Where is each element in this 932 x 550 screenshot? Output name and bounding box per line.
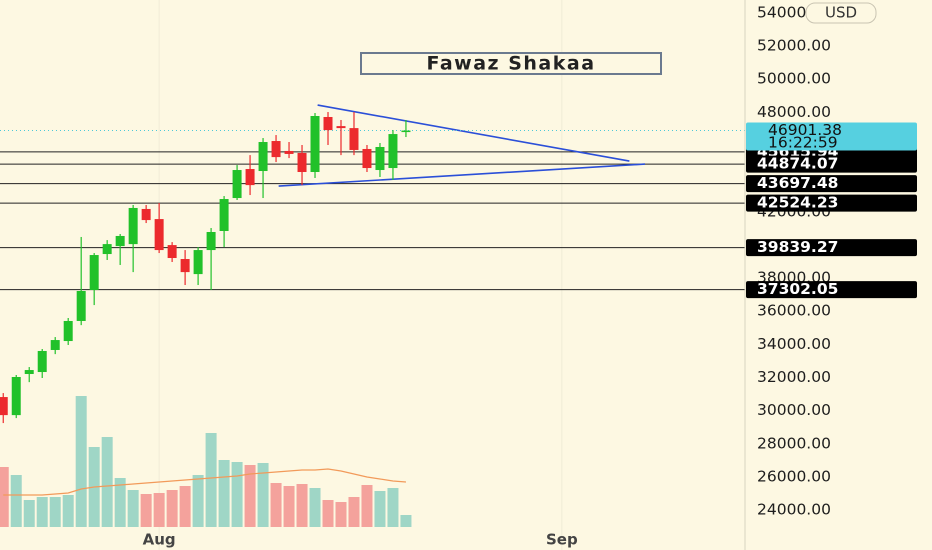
volume-bar xyxy=(257,463,269,527)
volume-bar xyxy=(348,497,360,527)
candle-body xyxy=(167,245,177,259)
x-tick-label: Sep xyxy=(546,531,578,549)
volume-bar xyxy=(309,488,321,527)
candle-body xyxy=(284,150,294,154)
y-tick-label: 28000.00 xyxy=(757,434,831,452)
level-label-box xyxy=(746,194,917,212)
y-tick-label: 32000.00 xyxy=(757,368,831,386)
candle-body xyxy=(297,152,307,173)
volume-bar xyxy=(335,502,347,527)
candle-body xyxy=(323,116,333,131)
candle-body xyxy=(115,235,125,247)
candle-body xyxy=(37,350,47,373)
volume-bar xyxy=(387,488,399,527)
volume-bar xyxy=(127,490,139,527)
candle-body xyxy=(388,134,398,169)
volume-bar xyxy=(140,494,152,527)
candle-body xyxy=(349,128,359,150)
candle-body xyxy=(310,115,320,173)
x-tick-label: Aug xyxy=(143,531,176,549)
candle-body xyxy=(271,141,281,158)
y-tick-label: 52000.00 xyxy=(757,37,831,55)
y-tick-label: 36000.00 xyxy=(757,302,831,320)
countdown: 16:22:59 xyxy=(768,134,838,152)
candle-body xyxy=(63,320,73,342)
candle-body xyxy=(336,126,346,129)
trendline xyxy=(317,104,630,162)
chart-title: Fawaz Shakaa xyxy=(426,53,595,75)
level-label-box xyxy=(746,155,917,173)
candle-body xyxy=(50,340,60,350)
volume-bar xyxy=(166,490,178,527)
candle-body xyxy=(128,207,138,245)
volume-bar xyxy=(322,500,334,527)
level-label: 43697.48 xyxy=(757,174,838,192)
volume-bar xyxy=(75,396,87,527)
level-label-box xyxy=(746,239,917,257)
candle-body xyxy=(193,250,203,275)
volume-bar xyxy=(62,495,74,527)
volume-bar xyxy=(218,460,230,527)
candle-body xyxy=(0,397,8,416)
currency-pill[interactable] xyxy=(805,2,877,24)
level-label: 42524.23 xyxy=(757,194,838,212)
volume-bar xyxy=(231,462,243,527)
volume-bar xyxy=(192,475,204,527)
last-price-box xyxy=(746,122,917,151)
volume-bar xyxy=(400,515,412,527)
candle-body xyxy=(206,231,216,251)
volume-bar xyxy=(114,478,126,527)
candle-body xyxy=(180,259,190,273)
volume-bar xyxy=(270,483,282,527)
candle-body xyxy=(76,290,86,321)
candle-body xyxy=(219,199,229,232)
y-tick-label: 34000.00 xyxy=(757,335,831,353)
volume-bar xyxy=(101,437,113,527)
candle-body xyxy=(141,208,151,221)
level-label: 37302.05 xyxy=(757,280,838,298)
volume-bar xyxy=(244,465,256,527)
last-price-label: 46901.38 xyxy=(768,121,842,139)
candle-body xyxy=(245,169,255,186)
volume-bar xyxy=(179,486,191,527)
candle-body xyxy=(232,170,242,199)
volume-bar xyxy=(153,493,165,527)
y-tick-label: 26000.00 xyxy=(757,467,831,485)
candle-body xyxy=(375,146,385,171)
y-tick-label: 24000.00 xyxy=(757,501,831,519)
volume-bar xyxy=(49,497,61,527)
currency[interactable]: USD xyxy=(825,4,857,22)
y-tick-label: 48000.00 xyxy=(757,103,831,121)
candle-body xyxy=(401,130,411,133)
candle-body xyxy=(11,376,21,416)
volume-bar xyxy=(36,497,48,527)
volume-bar xyxy=(283,486,295,527)
volume-bar xyxy=(361,485,373,527)
volume-bar xyxy=(296,484,308,527)
level-label-box xyxy=(746,175,917,193)
candle-body xyxy=(154,219,164,251)
candle-body xyxy=(258,142,268,172)
title-box xyxy=(360,52,662,75)
volume-bar xyxy=(374,491,386,527)
candle-body xyxy=(102,244,112,255)
level-label: 44874.07 xyxy=(757,155,838,173)
volume-bar xyxy=(205,433,217,527)
candle-body xyxy=(362,148,372,169)
volume-bar xyxy=(23,500,35,527)
candle-body xyxy=(89,255,99,290)
level-label-box xyxy=(746,281,917,299)
y-tick-label: 30000.00 xyxy=(757,401,831,419)
volume-ma xyxy=(3,468,406,496)
volume-bar xyxy=(0,467,9,527)
trendline xyxy=(278,163,646,187)
level-label: 39839.27 xyxy=(757,238,838,256)
candle-body xyxy=(24,370,34,375)
y-tick-label: 50000.00 xyxy=(757,70,831,88)
volume-bar xyxy=(10,475,22,527)
